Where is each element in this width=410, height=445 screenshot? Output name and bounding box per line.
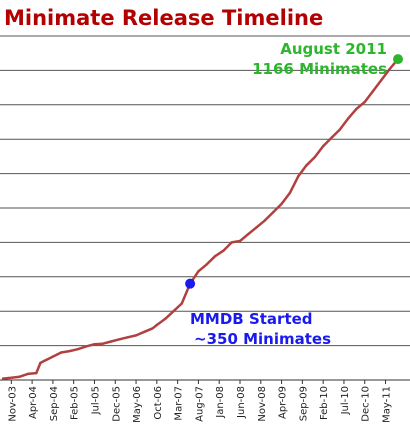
x-tick-label: Jul-10 (340, 386, 351, 415)
data-point (10, 376, 13, 379)
x-tick-label: May-06 (132, 386, 143, 423)
grid-lines (0, 35, 410, 347)
chart-title: Minimate Release Timeline (4, 6, 323, 30)
data-point (84, 345, 88, 348)
x-tick-label: Jul-05 (90, 386, 101, 415)
data-point (338, 128, 341, 131)
data-point (313, 155, 317, 159)
annotation-text: August 2011 (280, 40, 387, 58)
data-point (388, 67, 391, 71)
x-tick-label: Nov-03 (7, 386, 18, 422)
data-point (60, 351, 63, 354)
annotation-text: ~350 Minimates (194, 330, 331, 348)
data-point (118, 338, 121, 341)
annotation-marker (185, 278, 196, 289)
data-point (39, 361, 42, 365)
x-tick-label: Jun-08 (236, 386, 247, 419)
annotation-text: 1166 Minimates (252, 60, 387, 78)
data-point (180, 302, 183, 305)
x-tick-label: Apr-09 (278, 386, 289, 419)
data-point (68, 349, 71, 353)
x-tick-label: Oct-06 (153, 386, 164, 420)
data-point (321, 144, 325, 148)
x-tick-label: Feb-10 (319, 386, 330, 420)
x-tick-label: Feb-05 (70, 386, 81, 420)
x-tick-label: Sep-09 (298, 386, 309, 421)
data-point (26, 372, 30, 376)
data-point (134, 334, 138, 337)
annotation-text: MMDB Started (190, 310, 313, 328)
data-point (297, 175, 300, 178)
x-tick-label: Apr-04 (28, 386, 39, 419)
data-point (205, 263, 208, 266)
data-point (51, 355, 55, 358)
data-point (255, 226, 258, 229)
series-line-minimates (2, 58, 399, 380)
data-point (263, 219, 267, 222)
data-point (101, 342, 104, 345)
x-tick-label: Nov-08 (257, 386, 268, 422)
data-point (288, 191, 292, 195)
data-point (355, 107, 358, 111)
data-point (109, 340, 113, 343)
data-point (93, 343, 96, 346)
data-point (143, 330, 146, 334)
data-point (163, 317, 167, 321)
data-point (305, 164, 308, 167)
data-point (197, 270, 200, 273)
x-tick-label: Jan-08 (215, 386, 226, 419)
x-tick-label: Mar-07 (174, 386, 185, 421)
data-point (363, 100, 366, 104)
x-tick-label: Dec-10 (361, 386, 372, 422)
x-tick-label: May-11 (382, 386, 393, 423)
annotations: August 2011 1166 Minimates MMDB Started ~35… (185, 40, 403, 348)
data-point (35, 371, 38, 375)
data-point (151, 327, 154, 330)
data-point (1, 377, 5, 380)
data-point (238, 239, 242, 243)
data-point (18, 375, 21, 378)
data-point (126, 336, 129, 339)
x-tick-label: Dec-05 (111, 386, 122, 422)
data-point (280, 202, 283, 206)
annotation-marker (393, 54, 403, 65)
x-axis-ticks: Nov-03 Apr-04 Sep-04 Feb-05 Jul-05 Dec-05 May-… (7, 380, 393, 423)
data-point (247, 232, 250, 236)
data-point (213, 254, 217, 258)
data-point (172, 310, 175, 313)
data-point (155, 323, 159, 327)
data-point (371, 89, 375, 93)
data-point (230, 241, 233, 244)
data-point (346, 117, 350, 120)
data-point (222, 249, 225, 252)
x-tick-label: Aug-07 (194, 386, 205, 422)
data-point (76, 347, 80, 351)
data-point (330, 136, 333, 140)
data-point (272, 210, 275, 214)
data-points (1, 57, 400, 380)
x-tick-label: Sep-04 (49, 386, 60, 421)
data-point (43, 359, 46, 362)
data-point (380, 78, 383, 82)
